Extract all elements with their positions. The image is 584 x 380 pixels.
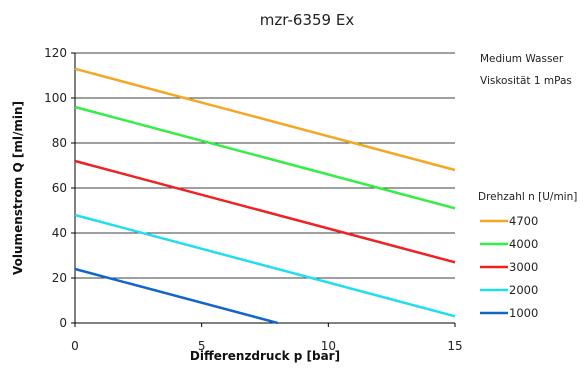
series-line-3000 [74, 159, 456, 264]
legend-title: Drehzahl n [U/min] [478, 191, 577, 203]
legend-label-3000: 3000 [509, 260, 538, 274]
series-line-2000 [74, 213, 456, 318]
y-tick-label: 40 [52, 226, 67, 240]
series-lines [74, 67, 456, 325]
note-medium: Medium Wasser [480, 53, 564, 65]
series-line-4700 [74, 67, 456, 172]
y-tick-label: 20 [52, 271, 67, 285]
series-line-4000 [74, 105, 456, 210]
legend-label-4700: 4700 [509, 214, 538, 228]
y-tick-label: 100 [44, 91, 67, 105]
y-ticks: 0 20 40 60 80 100 120 [44, 46, 75, 330]
series-line-1000 [74, 267, 279, 325]
y-axis-label: Volumenstrom Q [ml/min] [11, 101, 25, 275]
x-tick-label: 0 [71, 339, 79, 353]
y-tick-label: 80 [52, 136, 67, 150]
legend-label-2000: 2000 [509, 283, 538, 297]
x-tick-label: 5 [198, 339, 206, 353]
x-axis-label: Differenzdruck p [bar] [190, 349, 340, 363]
note-viscosity: Viskosität 1 mPas [480, 75, 572, 87]
y-tick-label: 0 [59, 316, 67, 330]
x-ticks: 0 5 10 15 [71, 323, 463, 353]
chart-title: mzr-6359 Ex [260, 11, 355, 29]
x-tick-label: 15 [447, 339, 462, 353]
legend-label-1000: 1000 [509, 306, 538, 320]
gridlines [75, 52, 455, 279]
y-tick-label: 120 [44, 46, 67, 60]
legend-label-4000: 4000 [509, 237, 538, 251]
x-tick-label: 10 [321, 339, 336, 353]
legend: 4700 4000 3000 2000 1000 [480, 214, 538, 320]
y-tick-label: 60 [52, 181, 67, 195]
